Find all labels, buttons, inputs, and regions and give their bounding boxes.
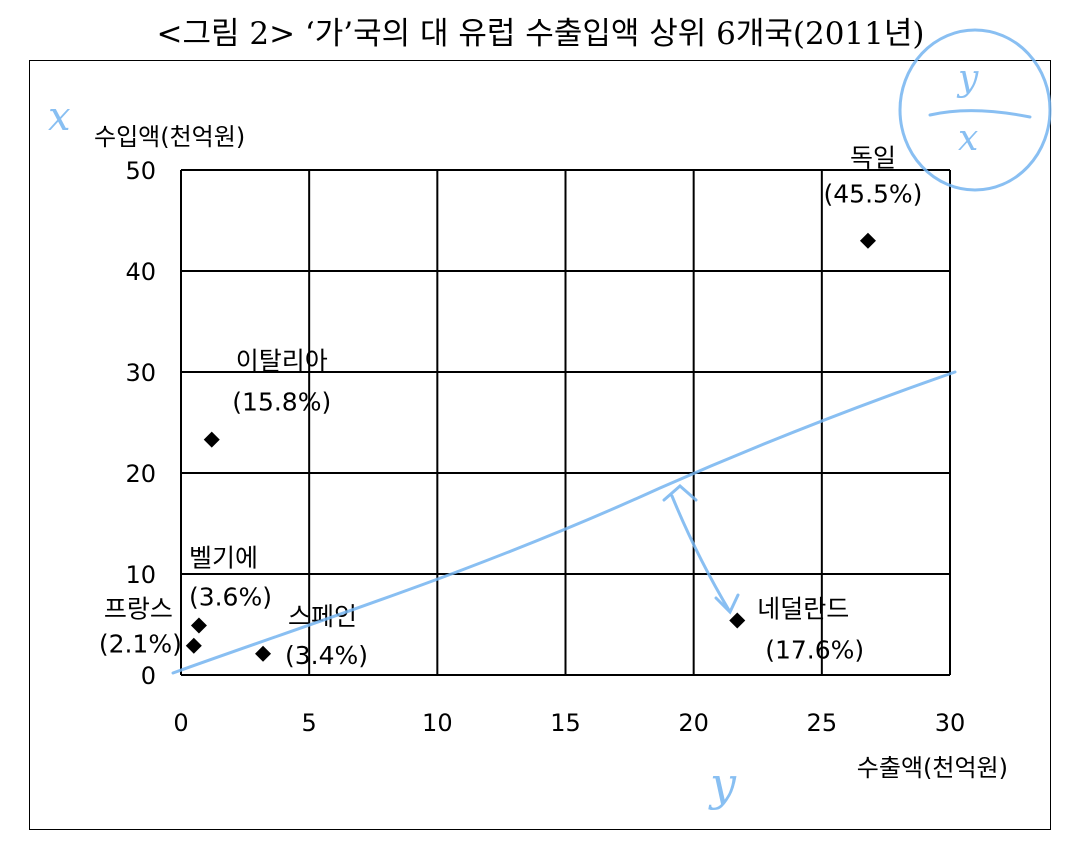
point-label-share-2: (3.6%) <box>189 583 272 612</box>
x-tick-label-0: 0 <box>173 709 188 737</box>
y-tick-label-20: 20 <box>125 460 156 488</box>
point-label-name-3: 프랑스 <box>104 595 173 624</box>
circle-ink <box>898 28 1052 192</box>
point-label-share-5: (17.6%) <box>765 635 864 664</box>
data-point-3 <box>185 637 202 654</box>
circle-y-ink: y <box>956 58 979 99</box>
x-tick-label-5: 5 <box>302 709 317 737</box>
arrow-ink <box>670 494 740 615</box>
y-tick-label-40: 40 <box>125 258 156 286</box>
chart-frame <box>29 60 1051 830</box>
point-label-share-1: (15.8%) <box>232 388 331 417</box>
point-label-share-0: (45.5%) <box>824 180 923 209</box>
trend-line-ink <box>171 370 957 675</box>
grid-lines <box>180 169 951 676</box>
tick-labels: 0 5 10 15 20 25 30 0 10 20 30 40 50 <box>125 157 965 737</box>
handwritten-x-ink: x <box>48 94 71 140</box>
point-label-share-3: (2.1%) <box>99 630 182 659</box>
x-tick-label-15: 15 <box>550 709 581 737</box>
x-tick-label-30: 30 <box>935 709 966 737</box>
point-label-name-4: 스페인 <box>288 602 357 631</box>
data-point-5 <box>729 612 746 629</box>
x-tick-label-10: 10 <box>422 709 453 737</box>
x-tick-label-20: 20 <box>678 709 709 737</box>
data-point-0 <box>859 232 876 249</box>
data-points: 독일 (45.5%) 이탈리아 (15.8%) 벨기에 (3.6%) 프랑스 (2.1%) 스페… <box>99 144 923 670</box>
point-label-share-4: (3.4%) <box>285 641 368 670</box>
y-tick-label-50: 50 <box>125 157 156 185</box>
x-axis-label: 수출액(천억원) <box>857 754 1008 782</box>
chart-title: <그림 2> ‘가’국의 대 유럽 수출입액 상위 6개국(2011년) <box>156 16 925 52</box>
point-label-name-5: 네덜란드 <box>757 594 849 623</box>
circle-x-ink: x <box>958 118 978 159</box>
y-tick-label-10: 10 <box>125 561 156 589</box>
y-axis-label: 수입액(천억원) <box>94 123 245 151</box>
y-tick-label-30: 30 <box>125 359 156 387</box>
handwritten-y-ink: y <box>708 757 737 811</box>
data-point-4 <box>255 645 272 662</box>
point-label-name-0: 독일 <box>850 144 896 173</box>
y-tick-label-0: 0 <box>141 662 156 690</box>
arrow-head-ink <box>662 484 698 502</box>
x-tick-label-25: 25 <box>807 709 838 737</box>
point-label-name-1: 이탈리아 <box>236 347 328 376</box>
data-point-2 <box>190 617 207 634</box>
data-point-1 <box>203 431 220 448</box>
point-label-name-2: 벨기에 <box>189 544 258 573</box>
fraction-bar-ink <box>928 109 1032 119</box>
